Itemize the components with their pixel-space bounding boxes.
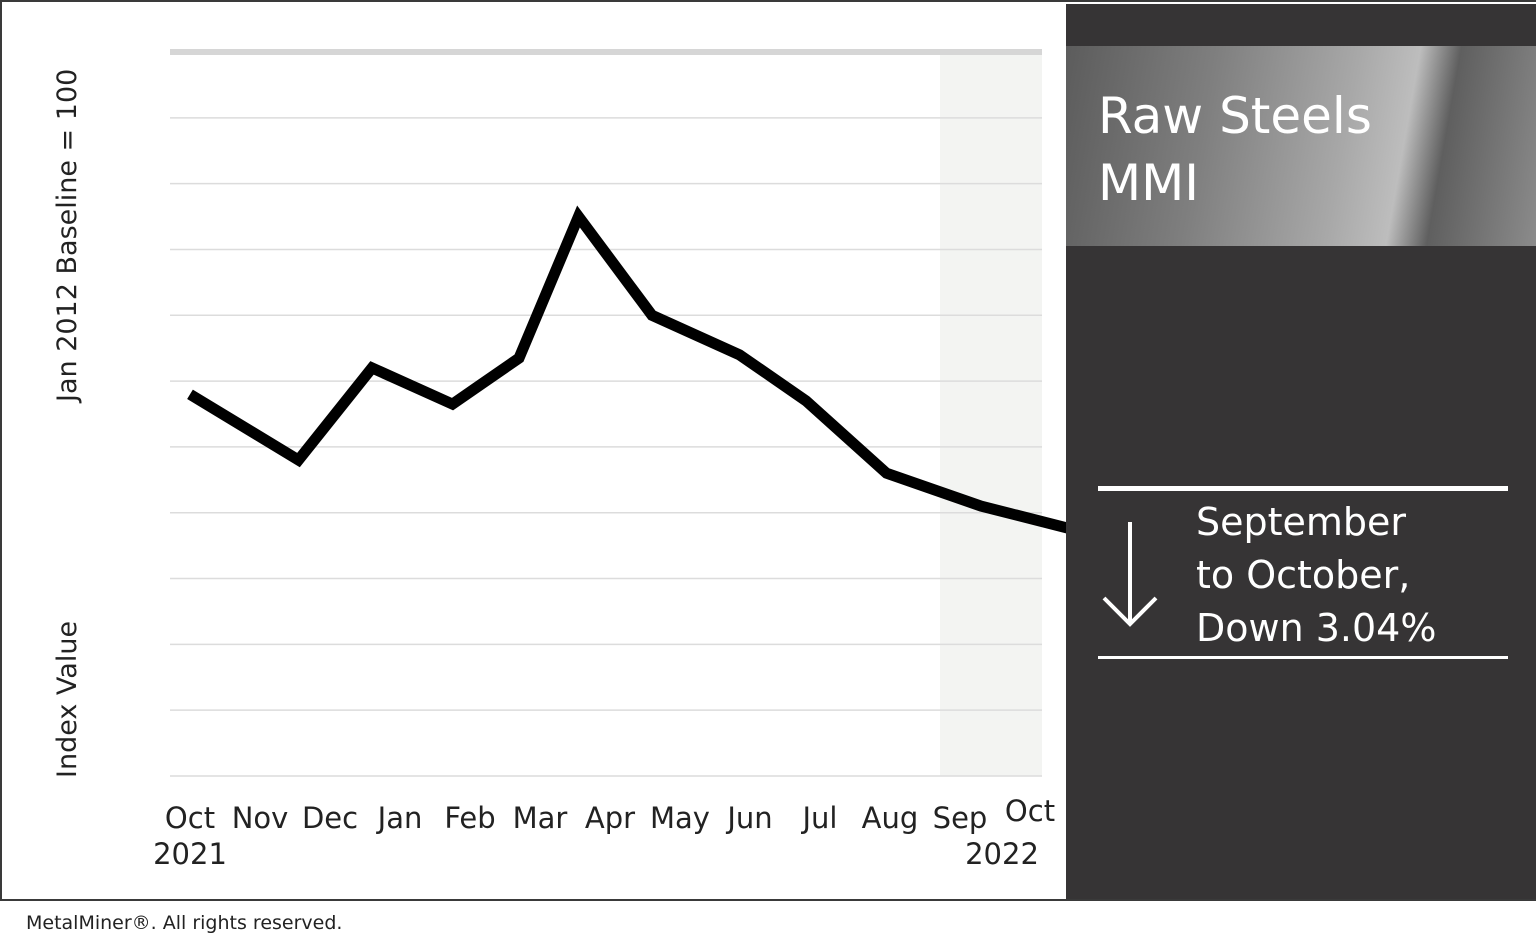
highlight-band [940,52,1042,776]
y-axis-label-top: Jan 2012 Baseline = 100 [52,69,83,404]
change-text-line2: to October, [1196,553,1411,597]
x-tick-label: Oct [1005,794,1055,828]
x-tick-label: Jul [801,801,838,835]
x-tick-year-label: 2022 [965,837,1039,871]
grid-lines [170,49,1042,777]
chart-area: Oct 2021 Nov Dec Jan Feb Mar Apr May Jun Jul Aug Sep… [4,4,1074,899]
panel-title-line2: MMI [1098,154,1200,212]
copyright-footer: MetalMiner®. All rights reserved. [26,912,343,934]
x-tick-label: Feb [444,801,495,835]
down-arrow-icon [1098,516,1162,636]
change-text-line1: September [1196,500,1407,544]
x-tick-label: Dec [302,801,358,835]
x-tick-label: May [650,801,710,835]
x-tick-label: Apr [585,801,635,835]
y-axis-label-bottom: Index Value [52,621,83,778]
top-rule [1098,486,1508,491]
x-tick-label: Mar [513,801,568,835]
title-box: Raw Steels MMI [1066,46,1536,246]
x-tick-label: Jun [725,801,772,835]
summary-panel: Raw Steels MMI September to October, Dow… [1066,4,1536,899]
series-line [187,205,1074,535]
figure-frame: Oct 2021 Nov Dec Jan Feb Mar Apr May Jun Jul Aug Sep… [0,0,1536,901]
x-tick-label: Jan [376,801,423,835]
x-tick-label: Aug [862,801,919,835]
panel-title-line1: Raw Steels [1098,87,1372,145]
x-tick-label: Nov [232,801,289,835]
x-tick-year-label: 2021 [153,837,227,871]
x-tick-label: Oct [165,801,215,835]
bottom-rule [1098,656,1508,659]
change-text-line3: Down 3.04% [1196,606,1437,650]
x-tick-label: Sep [933,801,988,835]
